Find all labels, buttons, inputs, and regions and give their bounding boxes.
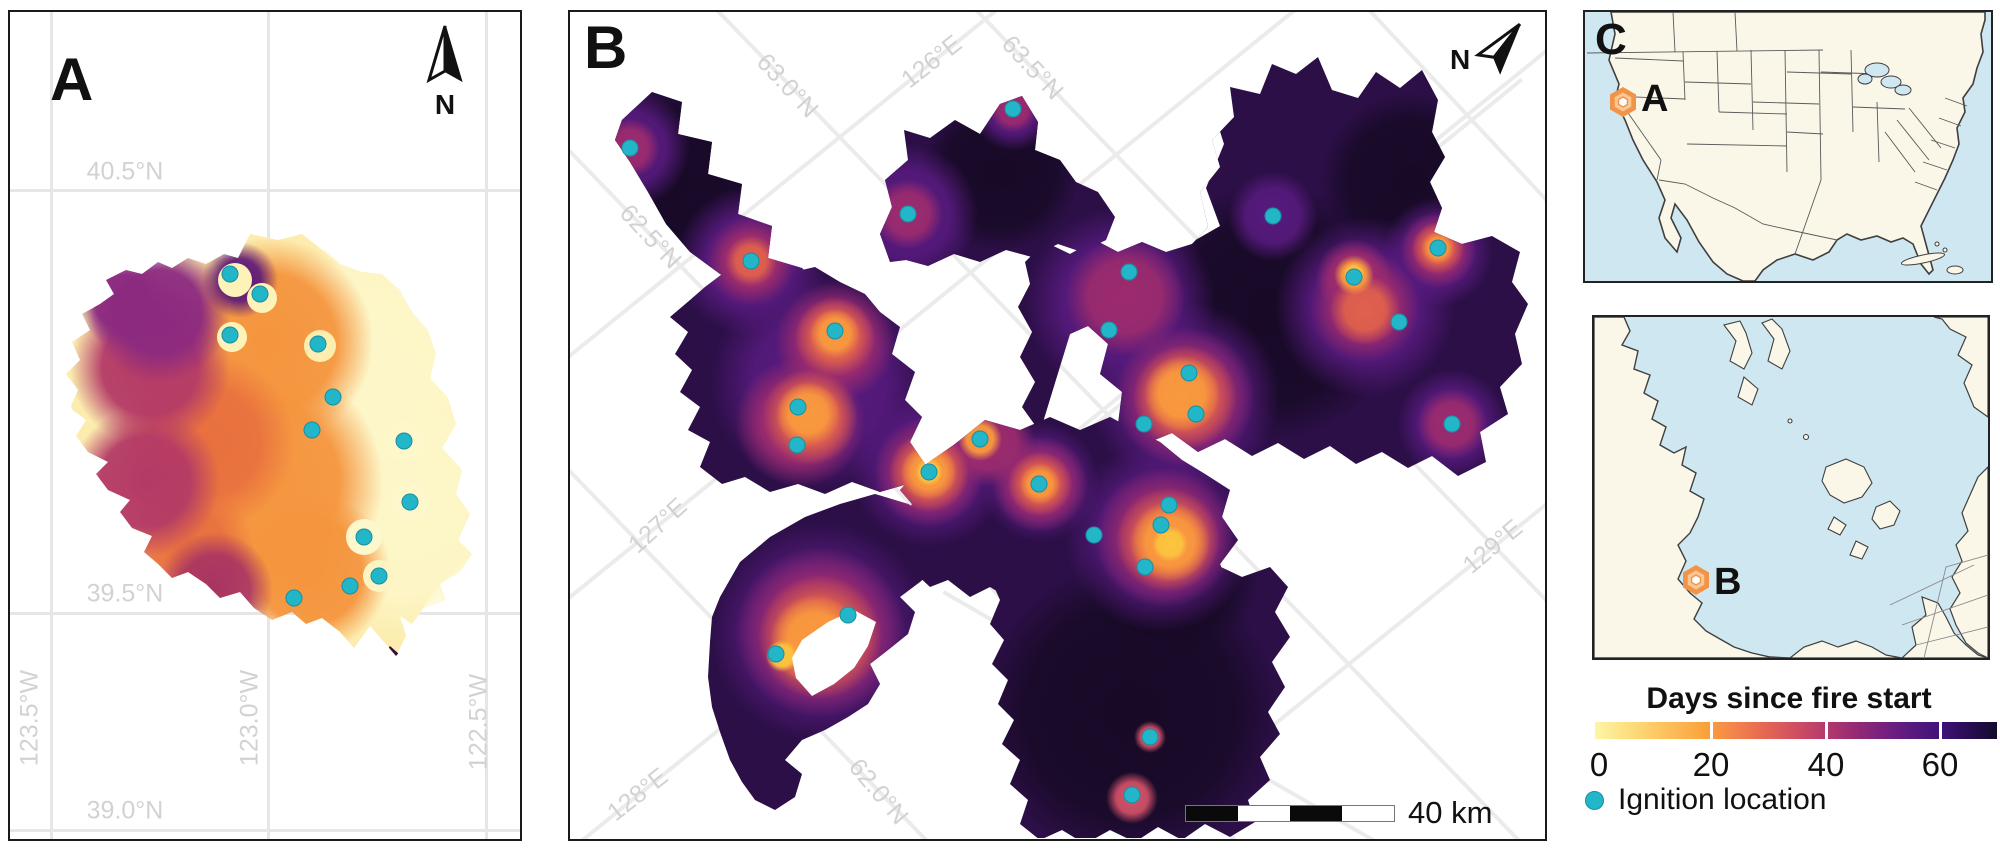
- fire-b-perimeter: [570, 12, 1545, 844]
- ignition-dots-b: [570, 12, 1545, 839]
- ignition-dot: [621, 139, 639, 157]
- fire-a-marker: [1610, 87, 1636, 117]
- ignition-dot: [221, 326, 239, 344]
- colorbar-tick-label: 20: [1692, 746, 1730, 783]
- ignition-dot: [303, 421, 321, 439]
- ignition-dot: [1141, 728, 1159, 746]
- ignition-dot: [370, 567, 388, 585]
- panel-c-map-siberia: B: [1592, 315, 1990, 660]
- lat-label: 40.5°N: [86, 157, 164, 186]
- scale-bar: [1185, 805, 1395, 822]
- ignition-dot: [1187, 405, 1205, 423]
- fire-b-marker: [1683, 565, 1709, 595]
- ignition-dot: [1030, 475, 1048, 493]
- ignition-dots-a: [10, 12, 520, 839]
- panel-a-label: A: [50, 46, 94, 113]
- marker-a-label: A: [1641, 78, 1669, 120]
- ignition-dot: [899, 205, 917, 223]
- ignition-dot: [1120, 263, 1138, 281]
- panel-a-map: 40.5°N 39.5°N 39.0°N 123.5°W 123.0°W 122…: [8, 10, 522, 841]
- colorbar-tick-label: 0: [1589, 746, 1609, 783]
- ignition-dot: [355, 528, 373, 546]
- ignition-dot: [1085, 526, 1103, 544]
- ignition-dot: [826, 322, 844, 340]
- panel-b-map: 63.0°N 126°E 63.5°N 62.5°N 127°E 128°E 62.0°N 1…: [568, 10, 1547, 844]
- ignition-dot: [1152, 516, 1170, 534]
- ignition-dot: [1345, 268, 1363, 286]
- ignition-dot: [341, 577, 359, 595]
- colorbar-separator: [1825, 722, 1828, 739]
- scale-bar-label: 40 km: [1408, 795, 1493, 830]
- north-label-a: N: [434, 89, 456, 120]
- graticule-line: [10, 189, 520, 192]
- north-arrow-icon: [1474, 22, 1522, 75]
- ignition-dot: [1100, 321, 1118, 339]
- panel-c-label: C: [1595, 15, 1627, 64]
- colorbar-tick-label: 60: [1921, 746, 1959, 783]
- marker-b-label: B: [1714, 561, 1742, 603]
- legend-title: Days since fire start: [1646, 682, 1932, 715]
- ignition-dot: [1004, 100, 1022, 118]
- graticule-line: [10, 829, 520, 832]
- ignition-dot: [839, 606, 857, 624]
- ignition-dot: [1123, 786, 1141, 804]
- ignition-dot: [1390, 313, 1408, 331]
- ignition-dot: [401, 493, 419, 511]
- ignition-dot: [1180, 364, 1198, 382]
- colorbar-tick-label: 40: [1807, 746, 1845, 783]
- ignition-dot: [1136, 558, 1154, 576]
- ignition-dot: [920, 463, 938, 481]
- ignition-dot: [324, 388, 342, 406]
- ignition-dot: [971, 430, 989, 448]
- ignition-dot: [309, 335, 327, 353]
- ignition-dot: [742, 252, 760, 270]
- ignition-dot: [767, 645, 785, 663]
- north-arrow-a: N: [422, 24, 468, 121]
- ignition-dot: [788, 436, 806, 454]
- ignition-dot-icon: [1585, 790, 1604, 810]
- legend-ignition: Ignition location: [1585, 783, 1826, 817]
- ignition-dot: [1160, 496, 1178, 514]
- fire-a-perimeter: [10, 12, 520, 839]
- ignition-dot: [789, 398, 807, 416]
- colorbar-separator: [1939, 722, 1942, 739]
- graticule-line: [50, 12, 53, 839]
- ignition-dot: [1264, 207, 1282, 225]
- north-arrow-b: N: [1450, 18, 1534, 81]
- ignition-dot: [221, 265, 239, 283]
- colorbar-separator: [1710, 722, 1713, 739]
- ignition-dot: [1135, 415, 1153, 433]
- panel-c-map-north-america: C A: [1583, 10, 1993, 283]
- ignition-dot: [1429, 239, 1447, 257]
- lat-label: 39.5°N: [86, 579, 164, 608]
- panel-b-label: B: [584, 14, 628, 81]
- ignition-dot: [395, 432, 413, 450]
- north-label-b: N: [1450, 44, 1471, 75]
- ignition-dot: [1443, 415, 1461, 433]
- ignition-dot: [251, 285, 269, 303]
- legend-ignition-label: Ignition location: [1618, 783, 1827, 816]
- north-arrow-icon: [426, 25, 463, 84]
- lat-label: 39.0°N: [86, 796, 164, 825]
- graticule-line: [485, 12, 488, 839]
- legend-colorbar: [1595, 722, 1997, 739]
- ignition-dot: [285, 589, 303, 607]
